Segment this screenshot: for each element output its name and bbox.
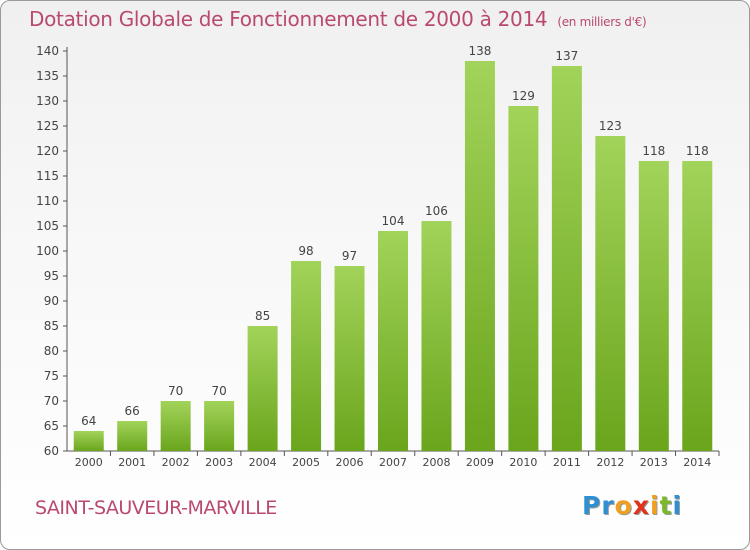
bar-data-label: 104 (382, 214, 405, 228)
bar-data-label: 98 (298, 244, 313, 258)
bar (682, 161, 713, 451)
y-tick-label: 75 (44, 369, 59, 383)
bar (638, 161, 669, 451)
bar (117, 421, 148, 451)
y-tick-label: 130 (36, 94, 59, 108)
y-tick-label: 85 (44, 319, 59, 333)
x-tick-label: 2011 (553, 456, 581, 469)
chart-title-text: Dotation Globale de Fonctionnement de 20… (29, 7, 548, 31)
x-tick-label: 2014 (683, 456, 711, 469)
x-tick-label: 2012 (596, 456, 624, 469)
logo-letter: o (614, 491, 633, 520)
y-tick-label: 110 (36, 194, 59, 208)
bar-data-label: 137 (555, 49, 578, 63)
bar-data-label: 118 (686, 144, 709, 158)
y-tick-label: 80 (44, 344, 59, 358)
y-tick-label: 115 (36, 169, 59, 183)
x-tick-label: 2006 (336, 456, 364, 469)
bar-series (73, 61, 713, 451)
logo-letter: x (632, 491, 650, 520)
x-tick-label: 2002 (162, 456, 190, 469)
bar (595, 136, 626, 451)
y-tick-label: 100 (36, 244, 59, 258)
bar-data-label: 123 (599, 119, 622, 133)
bar-data-label: 118 (642, 144, 665, 158)
bar (247, 326, 278, 451)
chart-title: Dotation Globale de Fonctionnement de 20… (29, 7, 647, 31)
bar (464, 61, 495, 451)
bar-data-label: 129 (512, 89, 535, 103)
logo-letter: P (582, 491, 602, 520)
bar-data-label: 106 (425, 204, 448, 218)
x-axis-ticks: 2000 2001 2002 2003 2004 2005 2006 2007 2008 2009… (75, 451, 720, 469)
bar (378, 231, 408, 451)
bar-data-label: 70 (211, 384, 226, 398)
commune-name: SAINT-SAUVEUR-MARVILLE (35, 497, 277, 519)
x-tick-label: 2001 (118, 456, 146, 469)
y-axis-ticks: 60 65 70 75 80 85 90 95 100 105 110 115 120 125 130 135… (36, 44, 67, 458)
logo-letter: i (672, 491, 683, 520)
x-tick-label: 2013 (640, 456, 668, 469)
x-tick-label: 2004 (249, 456, 277, 469)
y-tick-label: 120 (36, 144, 59, 158)
bar-data-label: 64 (81, 414, 96, 428)
x-tick-label: 2007 (379, 456, 407, 469)
bar (334, 266, 365, 451)
bar-data-label: 138 (468, 44, 491, 58)
logo-letter: i (650, 491, 660, 520)
bar-data-label: 85 (255, 309, 270, 323)
bar-data-label: 70 (168, 384, 183, 398)
bar (551, 66, 582, 451)
bar (291, 261, 322, 451)
logo-letter: r (601, 491, 615, 520)
y-tick-label: 70 (44, 394, 59, 408)
y-tick-label: 60 (44, 444, 59, 458)
x-tick-label: 2009 (466, 456, 494, 469)
x-tick-label: 2010 (509, 456, 537, 469)
y-tick-label: 90 (44, 294, 59, 308)
bar-data-label: 97 (342, 249, 357, 263)
bar (204, 401, 235, 451)
y-tick-label: 140 (36, 44, 59, 58)
y-tick-label: 95 (44, 269, 59, 283)
bar (160, 401, 191, 451)
bar (508, 106, 539, 451)
proxiti-logo: Proxiti (582, 491, 682, 520)
x-tick-label: 2005 (292, 456, 320, 469)
bar (421, 221, 452, 451)
bar-data-label: 66 (125, 404, 140, 418)
x-tick-label: 2008 (422, 456, 450, 469)
bar (73, 431, 104, 451)
y-tick-label: 125 (36, 119, 59, 133)
x-tick-label: 2000 (75, 456, 103, 469)
logo-letter: t (659, 491, 673, 520)
chart-subtitle: (en milliers d'€) (557, 15, 647, 29)
bar-data-labels: 64 66 70 70 85 98 97 104 106 138 129 137 123 118 118 (81, 44, 709, 428)
y-tick-label: 65 (44, 419, 59, 433)
x-tick-label: 2003 (205, 456, 233, 469)
y-tick-label: 135 (36, 69, 59, 83)
y-tick-label: 105 (36, 219, 59, 233)
